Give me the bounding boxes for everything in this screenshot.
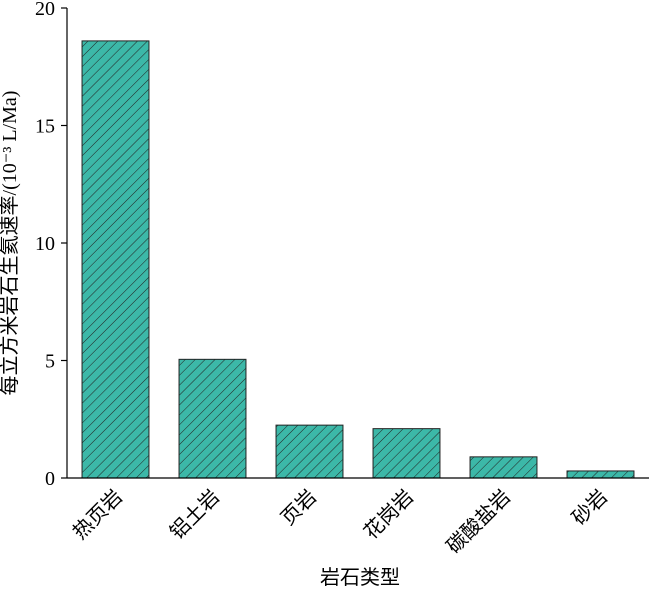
bar bbox=[372, 428, 441, 479]
x-tick-label: 花岗岩 bbox=[359, 485, 418, 544]
y-axis-title: 每立方米岩石生氦速率/(10⁻³ L/Ma) bbox=[0, 91, 21, 396]
y-tick-label: 0 bbox=[45, 468, 55, 490]
bar bbox=[275, 424, 344, 479]
bar bbox=[81, 40, 150, 479]
x-tick-label: 砂岩 bbox=[567, 485, 612, 530]
bar bbox=[469, 456, 538, 479]
x-tick-label: 热页岩 bbox=[68, 485, 127, 544]
bar bbox=[566, 470, 635, 479]
y-tick-label: 20 bbox=[35, 0, 55, 20]
x-tick-label: 碳酸盐岩 bbox=[442, 485, 515, 558]
y-tick-label: 15 bbox=[35, 116, 55, 138]
x-tick-label: 铝土岩 bbox=[165, 485, 224, 544]
x-tick-label: 页岩 bbox=[276, 485, 321, 530]
x-axis-title: 岩石类型 bbox=[320, 566, 400, 589]
bar bbox=[178, 358, 247, 479]
y-tick-label: 5 bbox=[45, 351, 55, 373]
y-tick-label: 10 bbox=[35, 233, 55, 255]
